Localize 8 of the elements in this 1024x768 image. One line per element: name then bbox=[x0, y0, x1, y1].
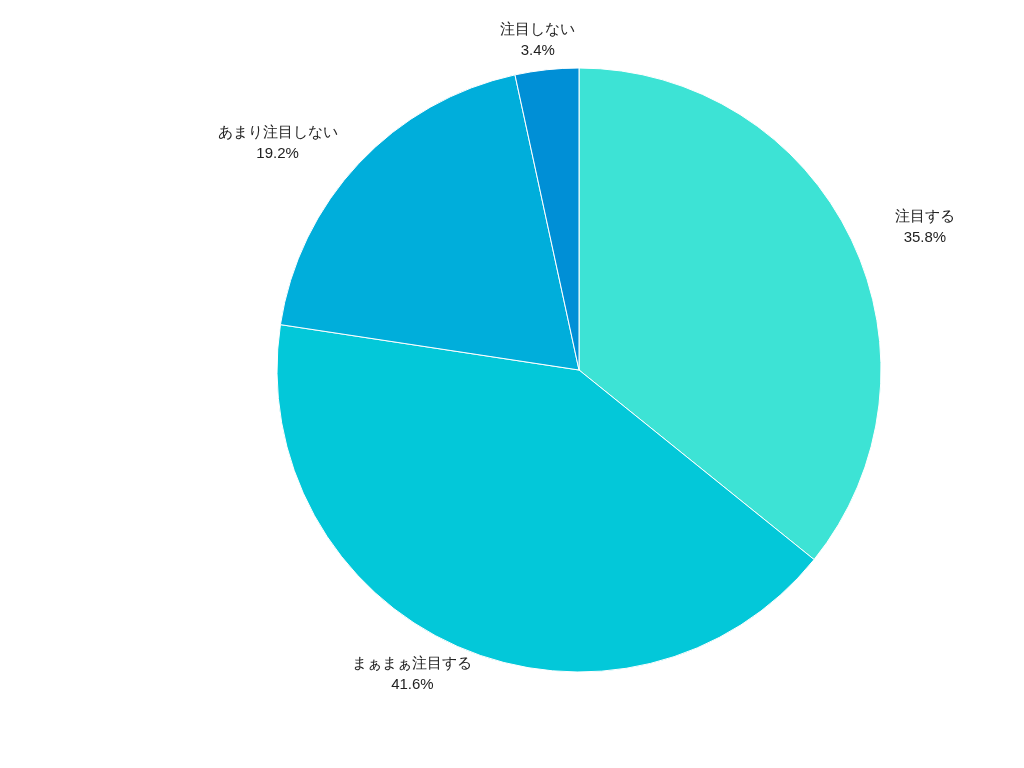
slice-label: 注目する bbox=[894, 206, 955, 224]
slice-label: あまり注目しない bbox=[217, 122, 338, 140]
slice-label: 注目しない bbox=[500, 19, 576, 37]
slice-label: まぁまぁ注目する bbox=[352, 654, 473, 672]
data-label: 35.8% bbox=[903, 227, 947, 245]
data-label: 3.4% bbox=[520, 40, 555, 58]
data-label: 19.2% bbox=[256, 143, 299, 161]
data-label: 41.6% bbox=[391, 675, 434, 693]
